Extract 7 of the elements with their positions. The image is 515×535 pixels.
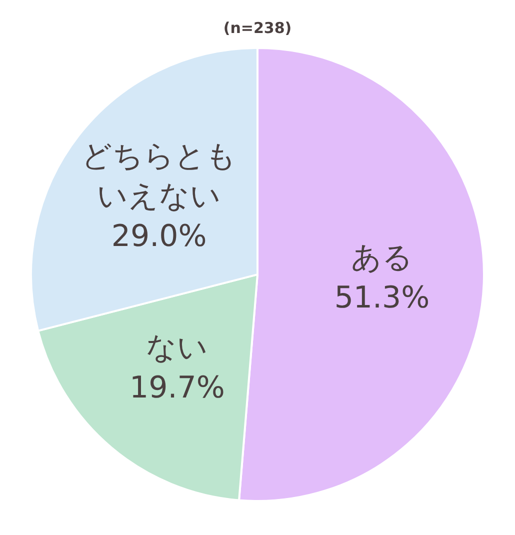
data-label: 19.7% [130,370,225,406]
slice-label: ない [146,330,208,366]
slice-label: ある [350,240,413,276]
data-label: 29.0% [111,218,207,254]
slice-label: どちらともいえない [82,138,237,214]
chart-title: (n=238) [223,18,292,37]
data-label: 51.3% [334,280,430,316]
